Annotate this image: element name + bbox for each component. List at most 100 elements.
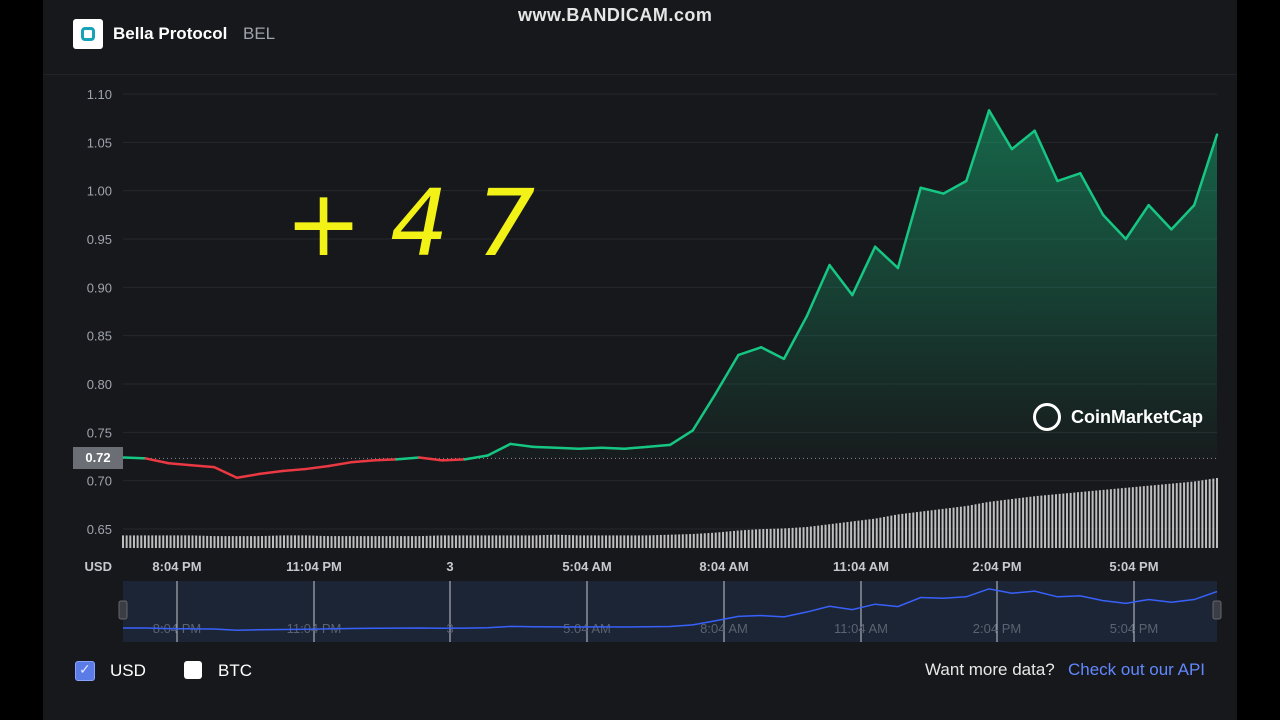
navigator-line [122,588,1218,631]
y-tick-label: 0.80 [87,377,112,392]
volume-bar [623,535,626,548]
x-tick-label: 11:04 PM [286,559,342,574]
navigator-handle[interactable] [1212,600,1222,620]
navigator-tick-label: 5:04 PM [1110,621,1158,636]
volume-bar [1179,482,1182,548]
volume-bar [820,525,823,548]
volume-bar [250,536,253,548]
btc-label[interactable]: BTC [218,661,252,680]
volume-bar [217,536,220,548]
volume-bar [831,523,834,548]
volume-bar [798,527,801,548]
volume-bar [542,535,545,548]
volume-bar [1087,491,1090,548]
volume-bar [319,535,322,548]
btc-checkbox[interactable] [184,661,202,679]
volume-bar [718,532,721,548]
volume-bar [312,535,315,548]
price-line-segment [1010,129,1036,151]
price-line-segment [349,459,375,464]
volume-bar [572,535,575,548]
volume-bar [1168,483,1171,548]
volume-bar [652,535,655,548]
price-line-segment [759,346,786,361]
volume-bar [981,502,984,548]
volume-bar [451,535,454,548]
price-chart[interactable]: 1.10 1.05 1.00 0.95 0.90 0.85 0.80 0.75 0.70 0.65… [0,0,1280,650]
volume-bar [1062,493,1065,548]
volume-bar [447,535,450,548]
volume-bar [378,536,381,548]
volume-bar [557,534,560,548]
usd-checkbox[interactable] [75,661,95,681]
volume-bar [1194,481,1197,548]
usd-label[interactable]: USD [110,661,146,680]
volume-bar [367,536,370,548]
volume-bar [348,536,351,548]
y-tick-label: 0.95 [87,232,112,247]
volume-bar [480,535,483,548]
price-line-segment [532,445,558,450]
volume-bar [667,534,670,548]
volume-bar [908,512,911,548]
volume-bar [308,535,311,548]
volume-bar [963,506,966,548]
volume-bar [242,536,245,548]
y-tick-label: 0.65 [87,522,112,537]
volume-bar [129,535,132,548]
volume-bar [1018,498,1021,548]
volume-bar [634,535,637,548]
volume-bar [703,533,706,548]
volume-bar [1205,479,1208,548]
volume-bar [235,536,238,548]
coin-symbol: BEL [243,24,276,43]
volume-bar [264,535,267,548]
volume-bar [1098,490,1101,548]
volume-bar [872,518,875,548]
volume-bar [326,536,329,548]
volume-bar [323,535,326,548]
volume-bar [418,536,421,548]
volume-bar [659,534,662,548]
x-tick-label: 8:04 AM [699,559,748,574]
navigator-handle[interactable] [118,600,128,620]
api-link[interactable]: Check out our API [1068,660,1206,679]
volume-bar [1014,498,1017,548]
volume-bar [381,536,384,548]
volume-bar [791,527,794,548]
volume-bar [590,535,593,548]
volume-bar [176,535,179,548]
volume-bar [1212,478,1215,548]
price-line-segment [942,179,968,195]
volume-bar [678,534,681,548]
volume-bar [561,534,564,548]
volume-bar [1044,495,1047,548]
volume-bar [1161,484,1164,548]
price-line-segment [1192,133,1219,207]
volume-bar [1091,490,1094,548]
x-tick-label: 5:04 AM [562,559,611,574]
volume-bar [279,535,282,548]
volume-bar [202,535,205,548]
volume-bar [813,526,816,548]
volume-bar [1113,488,1116,548]
price-line-segment [805,263,831,318]
volume-bar [879,517,882,548]
y-tick-label: 1.00 [87,184,112,199]
volume-bar [528,535,531,548]
volume-bar [601,535,604,548]
volume-bar [498,535,501,548]
volume-bar [645,535,648,548]
volume-bar [967,505,970,548]
price-line-segment [304,464,330,471]
volume-bar [224,536,227,548]
volume-bar [1084,491,1087,548]
volume-bar [506,535,509,548]
price-line-segment [965,109,991,183]
volume-bar [392,536,395,548]
volume-bar [1216,478,1218,548]
volume-bar [275,535,278,548]
volume-bar [524,535,527,548]
volume-bar [711,532,714,548]
volume-bar [425,535,428,548]
